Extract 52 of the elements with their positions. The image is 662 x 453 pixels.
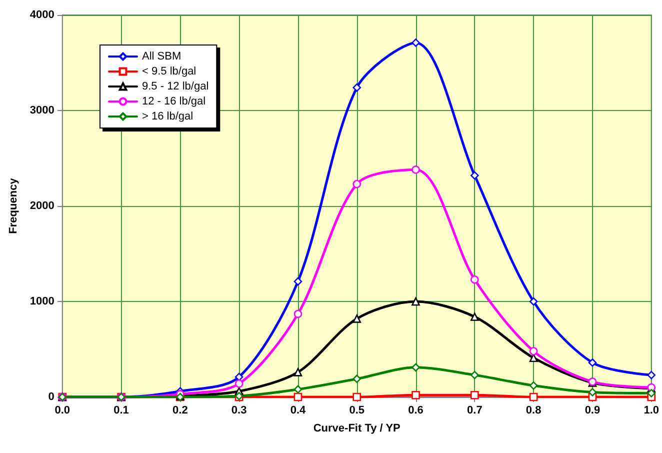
point xyxy=(529,347,538,356)
point xyxy=(412,166,420,174)
point xyxy=(529,381,538,390)
x-tick-label: 1.0 xyxy=(644,404,660,416)
y-tick-label: 2000 xyxy=(30,200,54,212)
point xyxy=(588,388,597,396)
point xyxy=(470,390,479,400)
point xyxy=(470,312,479,321)
point xyxy=(294,368,302,376)
legend-label: 12 - 16 lb/gal xyxy=(142,96,206,108)
x-axis-title: Curve-Fit Ty / YP xyxy=(313,422,400,434)
point xyxy=(470,171,479,180)
y-tick-label: 3000 xyxy=(30,104,54,116)
x-tick-label: 0.3 xyxy=(231,404,247,416)
point xyxy=(470,275,479,284)
x-tick-label: 0.1 xyxy=(114,404,129,416)
point xyxy=(412,297,420,306)
x-tick-label: 0.7 xyxy=(467,404,482,416)
legend-label: All SBM xyxy=(142,50,182,62)
x-tick-label: 0.0 xyxy=(54,404,70,416)
point xyxy=(352,374,362,384)
x-tick-label: 0.9 xyxy=(584,404,600,416)
point xyxy=(294,310,302,318)
point xyxy=(529,392,538,402)
y-tick-label: 4000 xyxy=(30,9,54,21)
point xyxy=(294,385,302,394)
x-tick-label: 0.2 xyxy=(172,404,188,416)
point xyxy=(352,392,362,402)
y-tick-label: 0 xyxy=(48,391,54,403)
legend-label: > 16 lb/gal xyxy=(142,110,194,122)
y-axis-title: Frequency xyxy=(8,177,20,234)
point xyxy=(352,314,362,323)
point xyxy=(529,297,538,306)
y-tick-label: 1000 xyxy=(30,296,54,308)
x-tick-label: 0.4 xyxy=(290,404,306,416)
point xyxy=(470,370,479,380)
legend-label: < 9.5 lb/gal xyxy=(142,66,196,78)
point xyxy=(352,83,362,92)
point xyxy=(352,180,362,188)
point xyxy=(412,390,420,400)
point xyxy=(647,389,656,398)
point xyxy=(412,38,420,47)
point xyxy=(294,392,302,402)
legend-label: 9.5 - 12 lb/gal xyxy=(142,80,209,92)
point xyxy=(234,379,244,388)
x-tick-label: 0.5 xyxy=(349,404,365,416)
point xyxy=(294,277,302,286)
x-tick-label: 0.6 xyxy=(408,404,424,416)
x-tick-label: 0.8 xyxy=(526,404,542,416)
point xyxy=(588,358,597,367)
point xyxy=(647,370,656,380)
point xyxy=(412,363,420,372)
